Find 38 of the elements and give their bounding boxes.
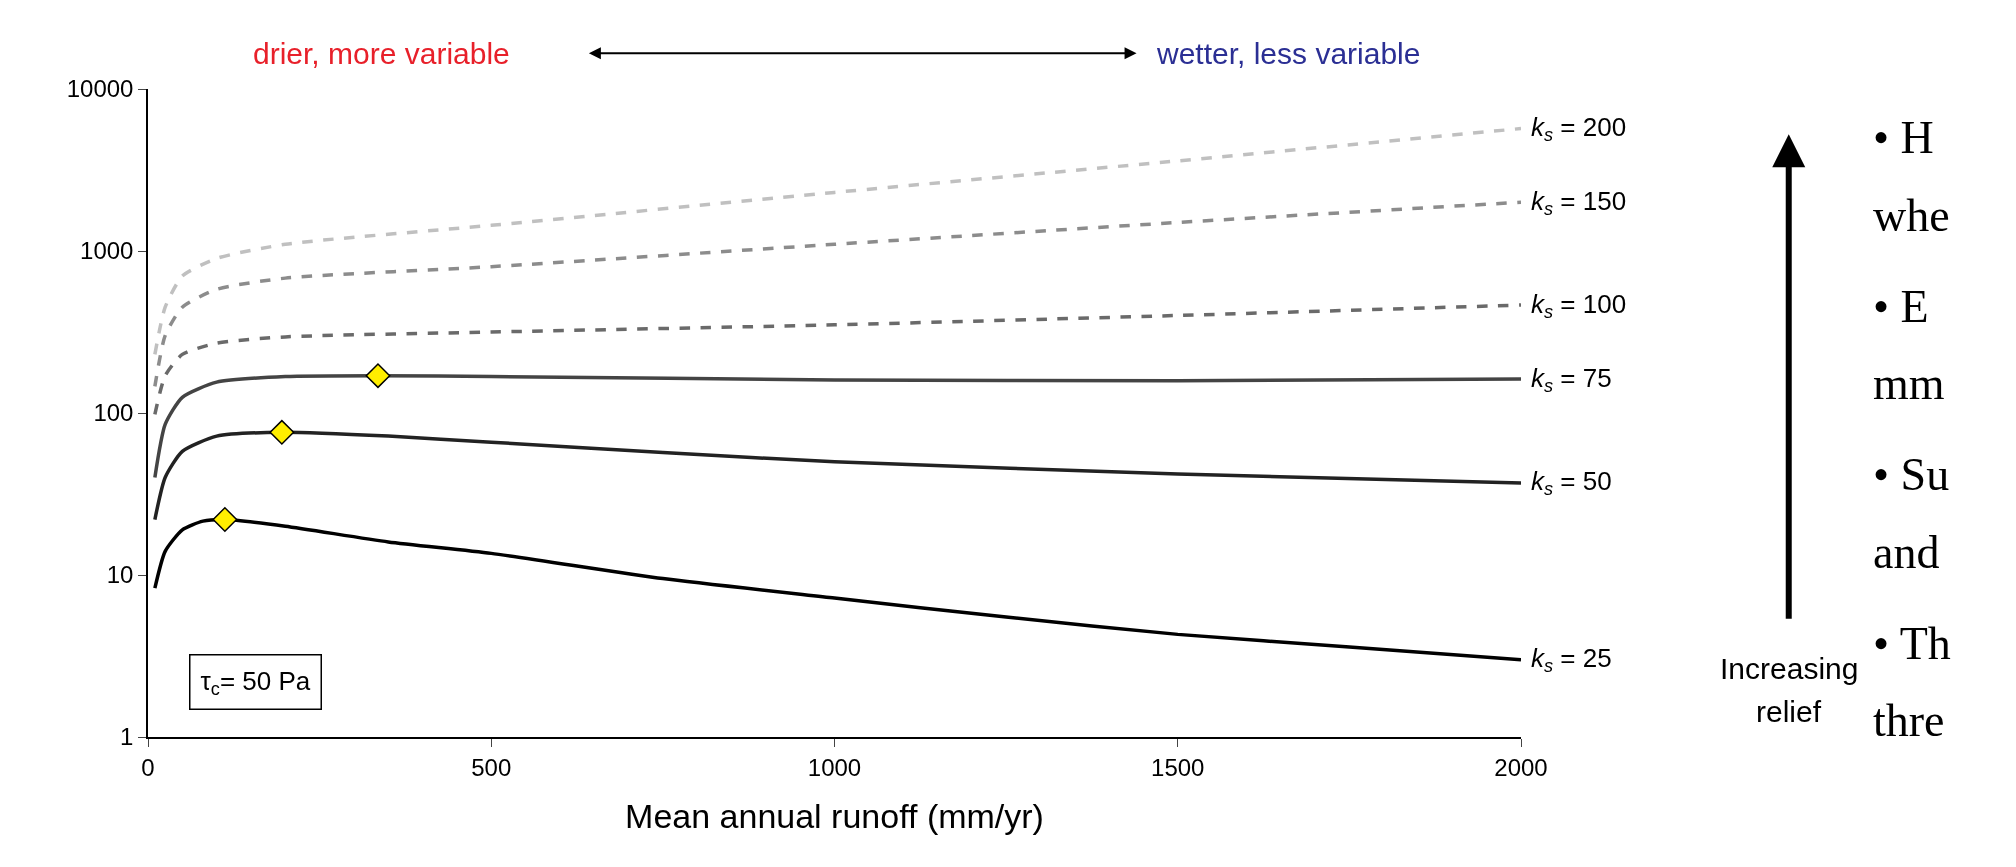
series-label: k$_{s}$ = 200: [1531, 112, 1627, 146]
point: [269, 419, 295, 445]
text: • H: [1873, 112, 1934, 163]
y-tick-label: 1: [120, 723, 134, 751]
series-label: k$_{s}$ = 25: [1531, 643, 1612, 677]
point: [365, 363, 391, 389]
line-series: [153, 200, 1521, 389]
x-axis-title: Mean annual runoff (mm/yr): [625, 797, 1044, 836]
line-series: [153, 373, 1521, 480]
x-tick-label: 1000: [807, 753, 862, 781]
text: Increasing: [1720, 652, 1859, 685]
text: wetter, less variable: [1156, 37, 1421, 70]
text: and: [1873, 527, 1940, 578]
line-series: [153, 303, 1521, 417]
text: mm: [1873, 358, 1945, 409]
text: • E: [1873, 281, 1929, 332]
text: relief: [1756, 695, 1822, 728]
x-tick-label: 2000: [1494, 753, 1548, 781]
text: whe: [1873, 190, 1950, 241]
x-tick-label: 500: [471, 753, 512, 781]
series-label: k$_{s}$ = 100: [1531, 289, 1627, 323]
series-label: k$_{s}$ = 150: [1531, 186, 1627, 220]
x-tick-label: 1500: [1151, 753, 1205, 781]
text: drier, more variable: [253, 37, 510, 70]
line-series: [153, 126, 1521, 357]
y-tick-label: 1000: [80, 237, 134, 265]
y-tick-label: 10: [106, 561, 134, 589]
text: thre: [1873, 695, 1945, 746]
line-series: [153, 430, 1521, 522]
text: • Th: [1873, 618, 1951, 669]
y-tick-label: 100: [93, 399, 134, 427]
annotation: τ$_{c}$= 50 Pa: [200, 665, 311, 699]
text: • Su: [1873, 449, 1950, 500]
series-label: k$_{s}$ = 50: [1531, 466, 1612, 500]
y-tick-label: 10000: [66, 75, 134, 103]
series-label: k$_{s}$ = 75: [1531, 363, 1612, 397]
x-tick-label: 0: [141, 753, 155, 781]
point: [212, 507, 238, 532]
